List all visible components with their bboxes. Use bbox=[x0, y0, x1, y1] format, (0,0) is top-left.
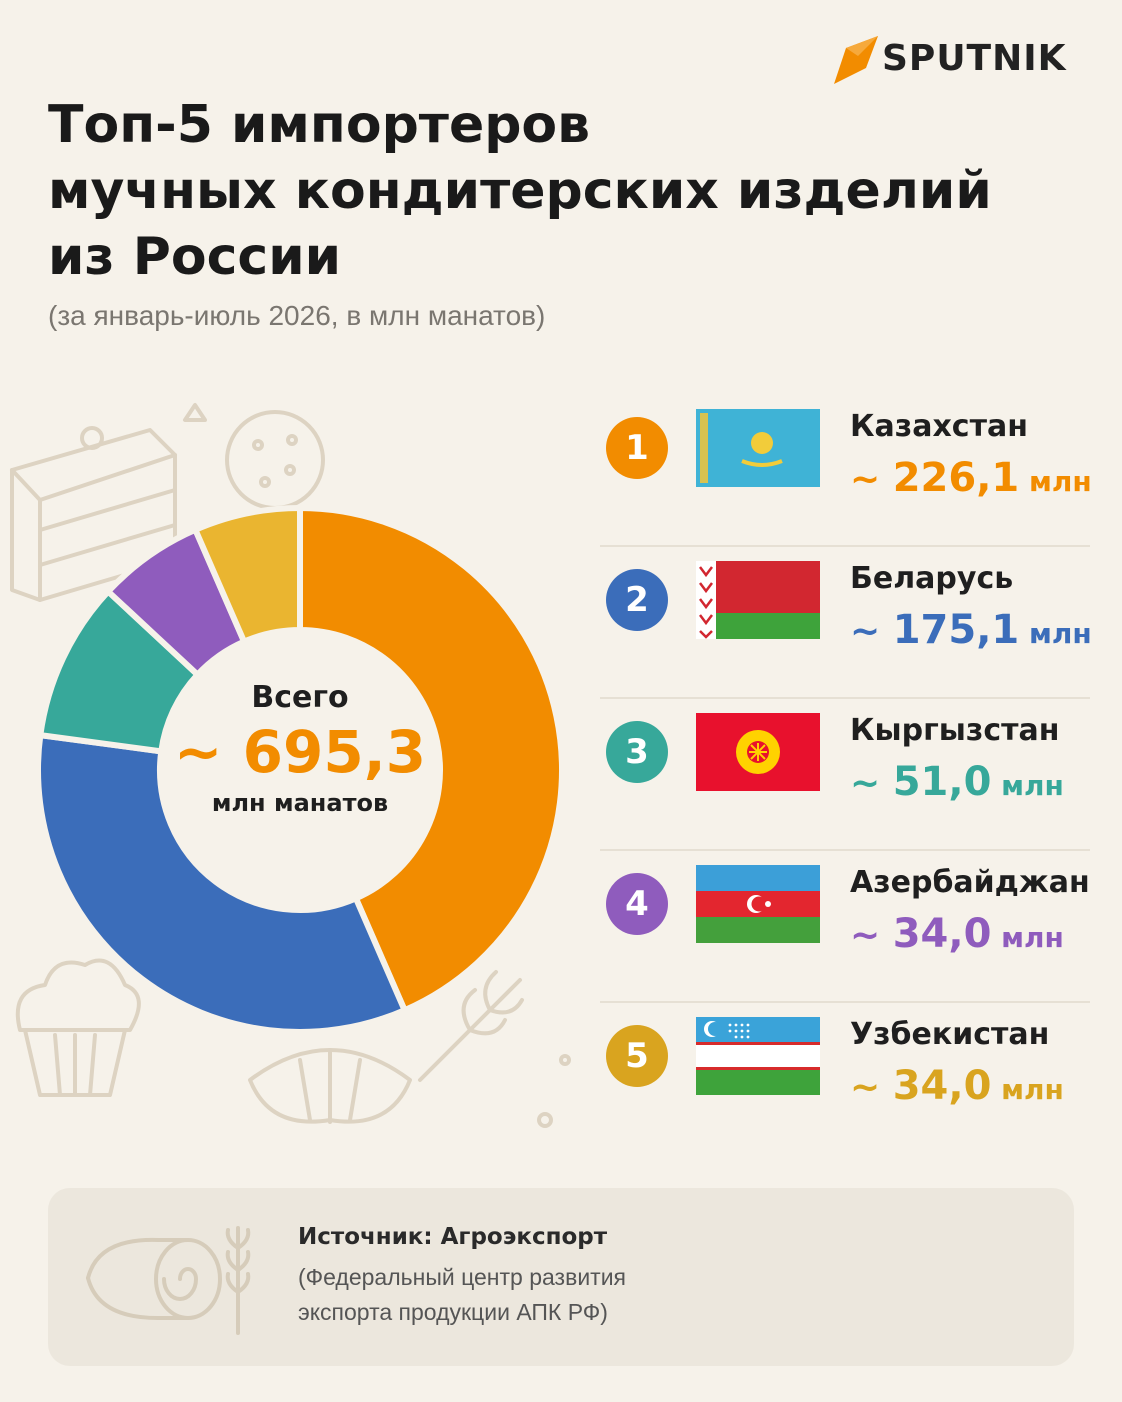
sputnik-logo: SPUTNIK bbox=[832, 34, 1082, 86]
rank-badge: 5 bbox=[606, 1025, 668, 1087]
azerbaijan-flag-icon bbox=[696, 865, 820, 943]
donut-slice-5 bbox=[191, 504, 303, 646]
rank-badge: 1 bbox=[606, 417, 668, 479]
croissant-icon bbox=[248, 1048, 412, 1124]
total-label: Всего bbox=[251, 680, 349, 715]
swiss-roll-icon bbox=[86, 1226, 251, 1335]
value-unit: млн bbox=[991, 921, 1064, 954]
rank-badge: 4 bbox=[606, 873, 668, 935]
country-name: Кыргызстан bbox=[850, 713, 1060, 748]
page-title: Топ-5 импортеров мучных кондитерских изд… bbox=[48, 92, 1068, 290]
country-value: ~ 226,1 млн bbox=[850, 455, 1092, 501]
rank-badge: 3 bbox=[606, 721, 668, 783]
kyrgyzstan-flag-icon bbox=[696, 713, 820, 791]
cookie-icon bbox=[183, 403, 325, 510]
value-tilde: ~ bbox=[850, 915, 893, 956]
value-tilde: ~ bbox=[850, 763, 893, 804]
country-value: ~ 175,1 млн bbox=[850, 607, 1092, 653]
source-detail-line-1: (Федеральный центр развития bbox=[298, 1264, 626, 1290]
uzbekistan-flag-icon bbox=[696, 1017, 820, 1095]
list-item: 4 Азербайджан ~ 34,0 млн bbox=[600, 851, 1090, 1003]
title-line-1: Топ-5 импортеров bbox=[48, 95, 591, 155]
country-value: ~ 34,0 млн bbox=[850, 1063, 1064, 1109]
country-name: Узбекистан bbox=[850, 1017, 1050, 1052]
value-number: 34,0 bbox=[892, 1063, 992, 1109]
source-title: Источник: Агроэкспорт bbox=[298, 1224, 608, 1250]
value-unit: млн bbox=[1019, 465, 1092, 498]
value-number: 51,0 bbox=[892, 759, 992, 805]
ranking-list: 1 Казахстан ~ 226,1 млн 2 Беларусь ~ 175… bbox=[600, 395, 1092, 1153]
country-value: ~ 51,0 млн bbox=[850, 759, 1064, 805]
country-name: Казахстан bbox=[850, 409, 1028, 444]
list-item: 3 Кыргызстан ~ 51,0 млн bbox=[600, 699, 1090, 851]
kazakhstan-flag-icon bbox=[696, 409, 820, 487]
value-number: 226,1 bbox=[892, 455, 1020, 501]
donut-slice-1 bbox=[297, 504, 565, 1015]
country-value: ~ 34,0 млн bbox=[850, 911, 1064, 957]
country-name: Беларусь bbox=[850, 561, 1014, 596]
donut-slice-2 bbox=[35, 731, 409, 1035]
value-number: 34,0 bbox=[892, 911, 992, 957]
title-line-2: мучных кондитерских изделий bbox=[48, 161, 992, 221]
value-unit: млн bbox=[991, 769, 1064, 802]
value-number: 175,1 bbox=[892, 607, 1020, 653]
page-subtitle: (за январь-июль 2026, в млн манатов) bbox=[48, 300, 546, 331]
value-unit: млн bbox=[1019, 617, 1092, 650]
total-unit: млн манатов bbox=[211, 789, 389, 817]
list-item: 5 Узбекистан ~ 34,0 млн bbox=[600, 1003, 1090, 1153]
list-item: 2 Беларусь ~ 175,1 млн bbox=[600, 547, 1092, 699]
donut-chart bbox=[35, 504, 565, 1035]
value-tilde: ~ bbox=[850, 459, 893, 500]
source-detail-line-2: экспорта продукции АПК РФ) bbox=[298, 1299, 608, 1325]
total-value: ~ 695,3 bbox=[173, 718, 427, 786]
value-unit: млн bbox=[991, 1073, 1064, 1106]
list-item: 1 Казахстан ~ 226,1 млн bbox=[600, 395, 1092, 547]
title-line-3: из России bbox=[48, 227, 342, 287]
logo-text: SPUTNIK bbox=[882, 38, 1067, 79]
belarus-flag-icon bbox=[696, 561, 820, 639]
rank-badge: 2 bbox=[606, 569, 668, 631]
value-tilde: ~ bbox=[850, 611, 893, 652]
value-tilde: ~ bbox=[850, 1067, 893, 1108]
country-name: Азербайджан bbox=[850, 865, 1090, 900]
source-box: Источник: Агроэкспорт (Федеральный центр… bbox=[48, 1188, 1074, 1366]
donut-center: Всего ~ 695,3 млн манатов bbox=[160, 680, 440, 817]
sputnik-arrow-icon bbox=[834, 36, 878, 84]
